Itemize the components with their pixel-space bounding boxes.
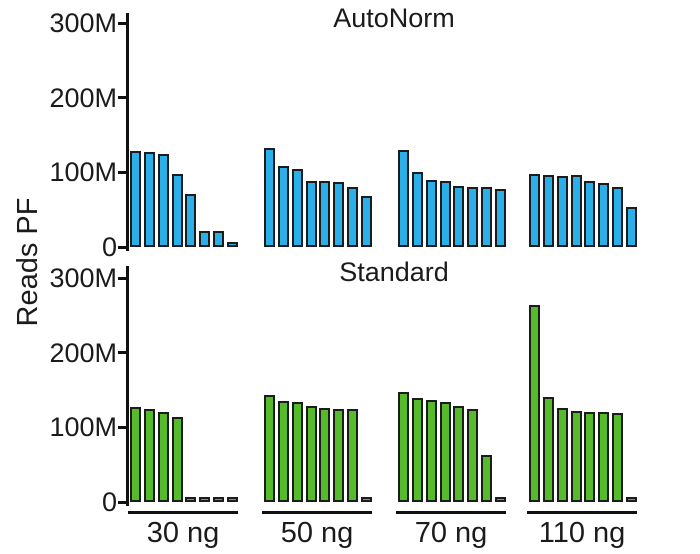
bar-standard-70ng-1 [398,392,409,502]
bar-standard-50ng-7 [347,409,359,502]
bar-standard-110ng-3 [556,408,568,502]
y-tick-label: 100M [49,157,117,188]
bar-autonorm-30ng-8 [227,242,239,247]
bar-autonorm-70ng-4 [439,181,451,247]
x-group-label: 70 ng [414,517,488,549]
bar-standard-30ng-7 [213,497,225,502]
bar-standard-30ng-2 [143,409,155,502]
y-tick-label: 0 [101,232,117,262]
bar-autonorm-50ng-2 [277,166,289,247]
bar-autonorm-30ng-6 [199,231,211,247]
bar-standard-50ng-5 [319,408,331,502]
y-tick-mark [118,425,126,429]
bar-standard-50ng-4 [305,406,317,502]
bar-autonorm-30ng-4 [171,174,183,247]
bar-autonorm-70ng-8 [495,189,507,247]
bar-autonorm-70ng-2 [411,172,423,247]
y-axis-line [126,13,129,251]
bar-autonorm-110ng-6 [598,183,610,247]
bar-autonorm-30ng-2 [143,152,155,247]
x-group-label: 110 ng [538,517,626,549]
bar-standard-70ng-8 [495,497,507,502]
x-group-label: 30 ng [146,517,220,549]
x-group-line [128,511,238,514]
bar-autonorm-110ng-1 [529,174,540,247]
bar-autonorm-70ng-6 [467,187,479,247]
bar-standard-30ng-3 [157,412,169,502]
bar-standard-110ng-2 [542,397,554,502]
bar-standard-50ng-8 [361,497,373,502]
y-tick-label: 200M [49,337,117,368]
x-group-label: 50 ng [280,517,354,549]
bar-standard-70ng-5 [453,406,465,502]
bar-autonorm-30ng-1 [130,151,141,247]
y-tick-label: 100M [49,412,117,443]
bar-autonorm-50ng-5 [319,181,331,247]
bar-autonorm-110ng-4 [570,175,582,247]
bar-standard-50ng-3 [291,402,303,502]
panel-title-autonorm: AutoNorm [333,3,455,33]
bar-autonorm-110ng-5 [584,181,596,247]
bar-autonorm-70ng-1 [398,150,409,247]
bar-standard-50ng-2 [277,401,289,502]
bar-autonorm-70ng-7 [481,187,493,247]
bar-autonorm-70ng-5 [453,186,465,247]
y-tick-mark [118,96,126,100]
x-group-line [262,511,372,514]
bar-autonorm-30ng-5 [185,194,197,247]
bar-standard-110ng-5 [584,412,596,502]
bar-standard-30ng-5 [185,497,197,502]
bar-autonorm-50ng-4 [305,181,317,247]
x-group-line [527,511,637,514]
bar-autonorm-30ng-3 [157,154,169,247]
x-group-line [396,511,506,514]
bar-standard-70ng-7 [481,455,493,502]
y-tick-mark [118,245,126,249]
y-tick-label: 300M [49,8,117,39]
bar-standard-70ng-4 [439,402,451,502]
bar-autonorm-110ng-3 [556,176,568,247]
bar-autonorm-50ng-6 [333,182,345,247]
bar-autonorm-30ng-7 [213,231,225,247]
bar-autonorm-110ng-8 [626,207,638,247]
bar-standard-110ng-8 [626,497,638,502]
bar-autonorm-50ng-1 [264,148,275,247]
bar-standard-110ng-7 [612,413,624,502]
bar-standard-30ng-1 [130,407,141,502]
bar-standard-70ng-6 [467,409,479,502]
bar-autonorm-50ng-8 [361,196,373,247]
y-tick-mark [118,21,126,25]
bar-standard-30ng-8 [227,497,239,502]
bar-standard-70ng-3 [425,400,437,502]
y-tick-label: 0 [101,487,117,517]
bar-autonorm-70ng-3 [425,180,437,247]
bar-standard-30ng-6 [199,497,211,502]
y-tick-label: 300M [49,263,117,294]
y-tick-label: 200M [49,82,117,113]
panel-title-standard: Standard [339,257,449,287]
y-axis-line [126,266,129,506]
bar-autonorm-110ng-7 [612,187,624,247]
bar-standard-50ng-1 [264,395,275,502]
bar-standard-30ng-4 [171,417,183,502]
bar-standard-110ng-4 [570,411,582,502]
bar-standard-110ng-6 [598,412,610,502]
y-tick-mark [118,170,126,174]
bar-standard-110ng-1 [529,305,540,502]
bar-autonorm-110ng-2 [542,175,554,247]
bar-standard-70ng-2 [411,398,423,502]
y-tick-mark [118,276,126,280]
y-tick-mark [118,500,126,504]
bar-autonorm-50ng-3 [291,169,303,247]
y-tick-mark [118,351,126,355]
y-axis-label: Reads PF [12,197,44,327]
bar-autonorm-50ng-7 [347,187,359,247]
bar-standard-50ng-6 [333,409,345,502]
